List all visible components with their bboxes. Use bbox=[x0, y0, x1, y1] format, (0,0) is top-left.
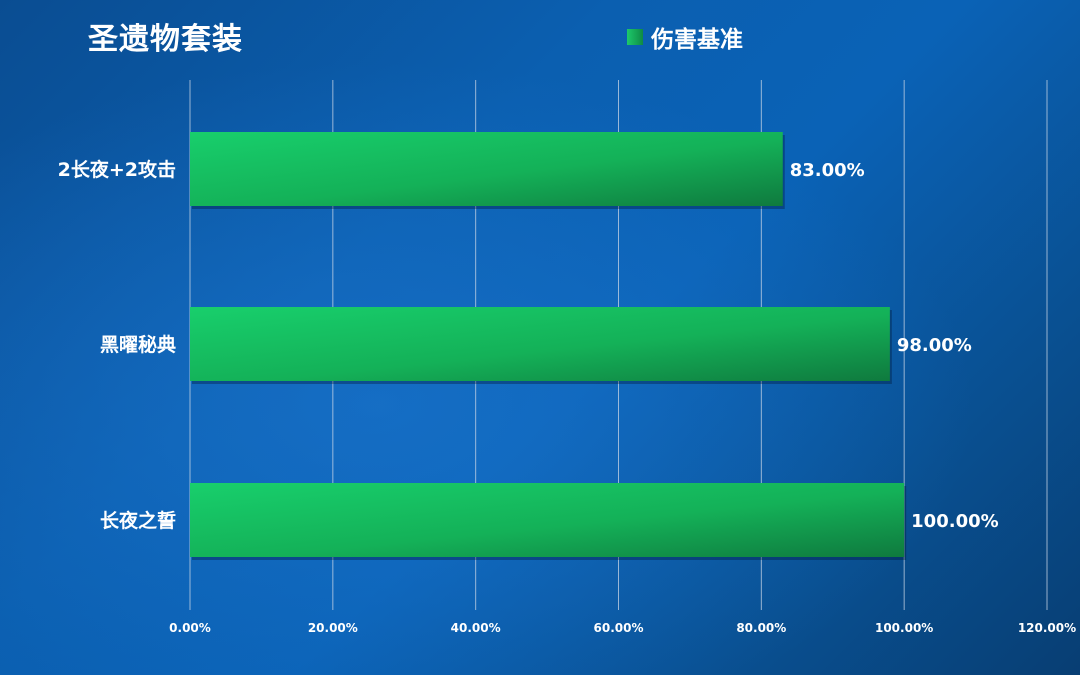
x-tick-label: 60.00% bbox=[594, 621, 644, 635]
chart-title: 圣遗物套装 bbox=[88, 22, 243, 57]
data-label: 100.00% bbox=[911, 511, 999, 532]
x-tick-label: 100.00% bbox=[875, 621, 933, 635]
category-label: 长夜之誓 bbox=[100, 509, 176, 532]
legend: 伤害基准 bbox=[627, 20, 743, 54]
x-tick-label: 120.00% bbox=[1018, 621, 1076, 635]
x-tick-label: 80.00% bbox=[736, 621, 786, 635]
x-tick-label: 0.00% bbox=[169, 621, 211, 635]
bar bbox=[190, 307, 890, 381]
data-label: 83.00% bbox=[790, 160, 865, 181]
legend-label: 伤害基准 bbox=[651, 27, 743, 53]
bar bbox=[190, 132, 783, 206]
category-label: 黑曜秘典 bbox=[100, 333, 176, 356]
category-label: 2长夜+2攻击 bbox=[58, 158, 176, 181]
bar bbox=[190, 483, 905, 557]
x-tick-label: 20.00% bbox=[308, 621, 358, 635]
x-tick-label: 40.00% bbox=[451, 621, 501, 635]
legend-swatch bbox=[627, 29, 643, 45]
data-label: 98.00% bbox=[897, 335, 972, 356]
